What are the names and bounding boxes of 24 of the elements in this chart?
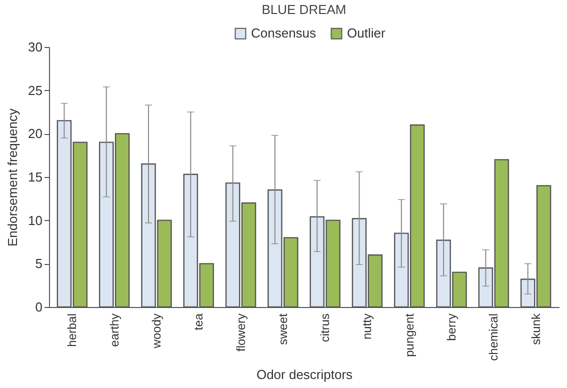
x-tick-label: earthy [107,314,122,347]
y-tick-label: 5 [35,256,42,272]
x-tick-label: berry [444,314,459,341]
x-tick-label: tea [192,313,206,330]
x-tick-label: flowery [234,314,248,352]
legend-label: Consensus [251,26,317,41]
y-tick-label: 30 [28,40,42,54]
y-tick-label: 10 [28,212,42,228]
x-tick-label: woody [149,314,164,350]
y-tick-label: 15 [28,170,42,184]
x-tick-label: nutty [360,314,374,340]
x-tick-label: herbal [65,314,80,347]
x-tick-label: pungent [402,312,416,357]
chart-title: BLUE DREAM [262,2,346,17]
x-tick-label: citrus [318,314,332,342]
x-tick-label: sweet [276,312,290,345]
legend-label: Outlier [347,26,386,41]
x-tick-label: skunk [528,312,543,345]
y-axis-title: Endorsement frequency [5,108,20,247]
x-tick-label: chemical [486,314,501,361]
y-tick-label: 20 [28,126,42,142]
y-tick-label: 25 [28,82,42,98]
x-axis-title: Odor descriptors [256,366,354,382]
y-tick-label: 0 [35,300,42,314]
